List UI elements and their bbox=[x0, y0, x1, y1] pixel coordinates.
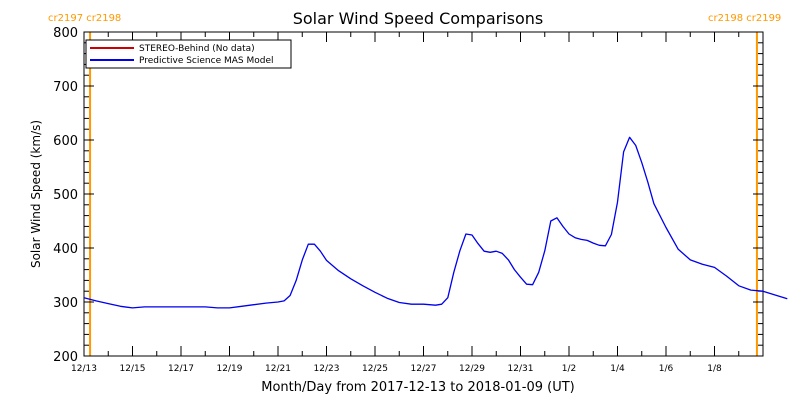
x-axis-label: Month/Day from 2017-12-13 to 2018-01-09 … bbox=[261, 380, 574, 395]
y-axis-label: Solar Wind Speed (km/s) bbox=[29, 120, 43, 268]
legend-box bbox=[85, 39, 292, 69]
x-tick-label: 12/31 bbox=[508, 364, 534, 374]
x-tick-label: 1/4 bbox=[610, 364, 625, 374]
x-tick-label: 12/13 bbox=[71, 364, 97, 374]
series-layer bbox=[83, 136, 788, 309]
x-tick-label: 1/2 bbox=[562, 364, 576, 374]
x-tick-label: 12/23 bbox=[314, 364, 340, 374]
x-tick-label: 12/21 bbox=[265, 364, 291, 374]
rotation-marker-label-start: cr2197 cr2198 bbox=[48, 13, 121, 24]
x-tick-label: 12/19 bbox=[217, 364, 243, 374]
x-axis: 12/13 12/15 12/17 12/19 12/21 12/23 12/25 12/27… bbox=[71, 32, 764, 374]
y-tick-label: 400 bbox=[53, 242, 78, 257]
y-tick-label: 300 bbox=[53, 296, 78, 311]
y-tick-label: 700 bbox=[53, 80, 78, 95]
y-tick-label: 500 bbox=[53, 188, 78, 203]
x-tick-label: 12/25 bbox=[362, 364, 388, 374]
y-tick-label: 800 bbox=[53, 26, 78, 41]
y-tick-label: 600 bbox=[53, 134, 78, 149]
x-tick-label: 12/29 bbox=[459, 364, 485, 374]
x-tick-label: 12/27 bbox=[411, 364, 437, 374]
legend: STEREO-Behind (No data) Predictive Scien… bbox=[85, 39, 292, 69]
rotation-marker-labels: cr2197 cr2198 cr2198 cr2199 bbox=[48, 13, 781, 24]
x-tick-label: 12/15 bbox=[120, 364, 146, 374]
x-tick-label: 1/6 bbox=[659, 364, 674, 374]
x-tick-label: 1/8 bbox=[707, 364, 722, 374]
x-tick-label: 12/17 bbox=[168, 364, 194, 374]
rotation-marker-label-end: cr2198 cr2199 bbox=[708, 13, 781, 24]
series-line-mas-model bbox=[83, 136, 788, 309]
y-axis: 200 300 400 500 600 700 800 bbox=[53, 26, 763, 365]
legend-label-stereo: STEREO-Behind (No data) bbox=[139, 44, 255, 54]
legend-label-mas: Predictive Science MAS Model bbox=[139, 56, 274, 66]
chart-title: Solar Wind Speed Comparisons bbox=[293, 9, 544, 28]
y-tick-label: 200 bbox=[53, 350, 78, 365]
